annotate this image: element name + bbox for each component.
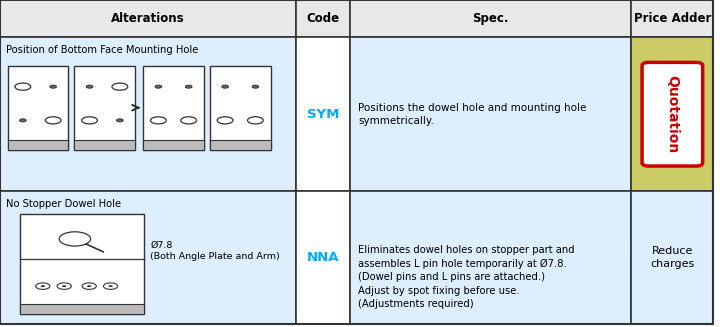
Bar — [143, 66, 204, 150]
Bar — [0, 191, 296, 324]
Bar — [296, 0, 350, 37]
Bar — [631, 191, 714, 324]
Text: Eliminates dowel holes on stopper part and
assembles L pin hole temporarily at Ø: Eliminates dowel holes on stopper part a… — [358, 245, 575, 309]
Bar — [350, 0, 631, 37]
Circle shape — [57, 283, 71, 289]
Bar — [210, 66, 271, 150]
Bar — [631, 0, 714, 37]
Bar — [8, 140, 68, 150]
Text: Spec.: Spec. — [472, 12, 509, 25]
Circle shape — [252, 85, 258, 88]
Text: Code: Code — [306, 12, 339, 25]
Bar — [296, 37, 350, 191]
Circle shape — [86, 85, 93, 88]
Circle shape — [45, 117, 61, 124]
Bar — [350, 191, 631, 324]
Text: SYM: SYM — [307, 108, 339, 121]
Text: Reduce
charges: Reduce charges — [650, 246, 695, 269]
Bar — [143, 140, 204, 150]
Circle shape — [81, 117, 97, 124]
Circle shape — [155, 85, 162, 88]
Bar — [210, 140, 271, 150]
Bar — [0, 37, 296, 191]
Circle shape — [112, 83, 127, 90]
Bar — [8, 66, 68, 150]
Circle shape — [181, 117, 197, 124]
Bar — [296, 191, 350, 324]
Text: No Stopper Dowel Hole: No Stopper Dowel Hole — [6, 199, 121, 209]
Circle shape — [50, 85, 56, 88]
Circle shape — [87, 285, 91, 287]
Text: NNA: NNA — [307, 251, 339, 264]
Text: Price Adder: Price Adder — [634, 12, 711, 25]
Text: Quotation: Quotation — [665, 75, 680, 153]
FancyBboxPatch shape — [642, 62, 703, 166]
Bar — [19, 304, 145, 314]
Circle shape — [82, 283, 96, 289]
Bar — [74, 66, 135, 150]
Bar — [631, 37, 714, 191]
Circle shape — [40, 285, 45, 287]
Bar — [74, 140, 135, 150]
Circle shape — [59, 232, 91, 246]
Circle shape — [109, 285, 113, 287]
Circle shape — [150, 117, 166, 124]
Bar — [350, 37, 631, 191]
Circle shape — [117, 119, 123, 122]
Circle shape — [222, 85, 228, 88]
Circle shape — [217, 117, 233, 124]
Circle shape — [185, 85, 192, 88]
Circle shape — [19, 119, 26, 122]
Text: Position of Bottom Face Mounting Hole: Position of Bottom Face Mounting Hole — [6, 45, 198, 55]
Bar — [0, 0, 296, 37]
Circle shape — [104, 283, 117, 289]
Circle shape — [248, 117, 264, 124]
Text: Ø7.8
(Both Angle Plate and Arm): Ø7.8 (Both Angle Plate and Arm) — [150, 241, 280, 262]
Text: Positions the dowel hole and mounting hole
symmetrically.: Positions the dowel hole and mounting ho… — [358, 103, 587, 126]
Bar — [19, 214, 145, 314]
Circle shape — [36, 283, 50, 289]
Circle shape — [62, 285, 66, 287]
Circle shape — [15, 83, 31, 90]
Text: Alterations: Alterations — [111, 12, 185, 25]
